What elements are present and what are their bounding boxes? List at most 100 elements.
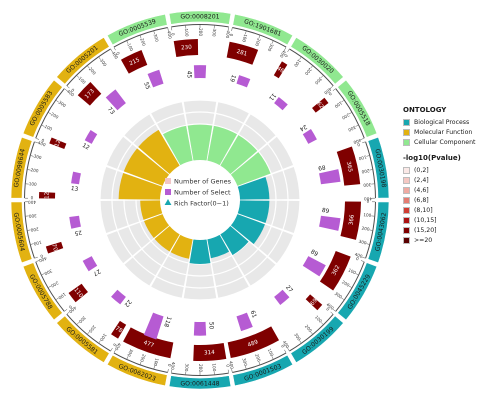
- number-of-genes-bar: [45, 241, 64, 254]
- tick-mark: [231, 369, 233, 373]
- tick-label: 100: [29, 181, 38, 187]
- rich-factor-bg-ring: [185, 112, 215, 125]
- genes-key-swatch: [165, 178, 171, 184]
- tick-label: 300: [314, 76, 323, 85]
- tick-mark: [110, 49, 113, 53]
- tick-mark: [41, 273, 45, 276]
- number-of-select-label: 24: [298, 123, 308, 132]
- number-of-select-label: 50: [207, 322, 213, 330]
- tick-ring: [171, 372, 229, 376]
- tick-label: 0: [170, 32, 175, 36]
- number-of-select-label: 13: [70, 186, 79, 193]
- pvalue-legend-swatch: [403, 236, 410, 244]
- tick-label: 200: [341, 112, 351, 120]
- rich-factor-bar: [170, 234, 193, 259]
- tick-mark: [153, 31, 155, 35]
- tick-label: 0: [41, 138, 46, 144]
- tick-mark: [360, 260, 364, 262]
- tick-mark: [299, 57, 302, 60]
- rich-factor-bg-ring: [106, 136, 132, 169]
- number-of-genes-label: 365: [345, 161, 353, 173]
- number-of-select-bar: [274, 96, 288, 111]
- tick-label: 300: [28, 213, 37, 219]
- tick-mark: [126, 40, 129, 44]
- tick-label: 400: [38, 256, 48, 264]
- tick-label: 0: [367, 199, 370, 204]
- tick-ring: [24, 201, 35, 259]
- tick-label: 0: [70, 88, 76, 94]
- tick-label: 400: [364, 196, 372, 201]
- tick-label: 300: [57, 100, 67, 109]
- ontology-legend-swatch: [403, 118, 410, 126]
- tick-mark: [231, 27, 233, 31]
- go-term-band: [106, 354, 168, 387]
- number-of-select-bar: [193, 65, 207, 79]
- tick-mark: [284, 349, 287, 353]
- rich-factor-bar: [237, 176, 270, 200]
- tick-mark: [366, 155, 370, 157]
- pvalue-legend-label: (10,15]: [414, 216, 437, 224]
- go-term-band: [106, 13, 168, 46]
- rich-factor-bg-ring: [162, 256, 189, 275]
- number-of-select-label: 118: [162, 315, 172, 328]
- number-of-select-bar: [193, 321, 207, 336]
- number-of-select-label: 19: [228, 74, 236, 83]
- tick-mark: [64, 88, 68, 92]
- number-of-genes-bar: [123, 327, 174, 359]
- pvalue-legend-label: (4,6]: [414, 186, 429, 194]
- tick-label: 300: [184, 363, 190, 372]
- tick-label: 400: [114, 342, 122, 352]
- number-of-genes-label: 62: [315, 101, 324, 110]
- tick-label: 100: [358, 154, 367, 161]
- tick-label: 300: [77, 315, 86, 324]
- tick-label: 100: [126, 42, 134, 52]
- tick-label: 100: [99, 333, 108, 343]
- tick-label: 200: [88, 324, 97, 334]
- tick-label: 200: [88, 66, 97, 76]
- rich-factor-bg-ring: [157, 114, 186, 134]
- tick-label: 400: [111, 50, 120, 60]
- tick-mark: [153, 365, 155, 369]
- tick-mark: [27, 169, 31, 171]
- rich-factor-bg-ring: [100, 166, 117, 200]
- tick-mark: [284, 47, 287, 51]
- number-of-genes-bar: [305, 294, 323, 311]
- rich-factor-bg-ring: [133, 124, 162, 151]
- tick-mark: [348, 285, 352, 288]
- tick-mark: [362, 256, 366, 259]
- tick-label: 0: [356, 142, 360, 148]
- go-term-band: [22, 262, 63, 321]
- number-of-genes-bar: [227, 326, 280, 359]
- number-of-genes-bar: [319, 251, 351, 291]
- tick-mark: [87, 65, 90, 69]
- tick-mark: [87, 331, 90, 335]
- number-of-select-bar: [302, 129, 317, 144]
- tick-mark: [48, 285, 52, 288]
- number-of-genes-label: 70: [50, 243, 58, 252]
- rich-factor-bg-ring: [187, 263, 213, 276]
- number-of-genes-bar: [49, 137, 67, 149]
- tick-mark: [34, 256, 38, 259]
- rich-factor-bar: [230, 152, 271, 186]
- tick-label: 0: [327, 91, 332, 97]
- tick-mark: [348, 112, 352, 115]
- tick-label: 100: [293, 58, 302, 68]
- tick-ring: [232, 352, 287, 373]
- tick-label: 300: [33, 153, 42, 160]
- pvalue-legend-item: (2,4]: [403, 175, 483, 185]
- tick-label: 400: [228, 361, 234, 370]
- tick-label: 300: [211, 28, 217, 37]
- number-of-genes-bar: [77, 82, 102, 106]
- tick-ring: [365, 201, 376, 259]
- rich-factor-bar: [144, 214, 170, 238]
- tick-label: 0: [167, 363, 172, 367]
- rich-factor-bg-ring: [268, 231, 294, 264]
- tick-label: 0: [39, 253, 43, 259]
- pvalue-legend-item: (15,20]: [403, 225, 483, 235]
- rich-factor-bg-ring: [118, 226, 141, 256]
- rich-factor-bar: [230, 214, 265, 245]
- tick-label: 200: [361, 168, 370, 174]
- go-term-band: [337, 79, 378, 138]
- tick-label: 100: [241, 34, 248, 43]
- go-term-label: GO:0061448: [180, 381, 219, 388]
